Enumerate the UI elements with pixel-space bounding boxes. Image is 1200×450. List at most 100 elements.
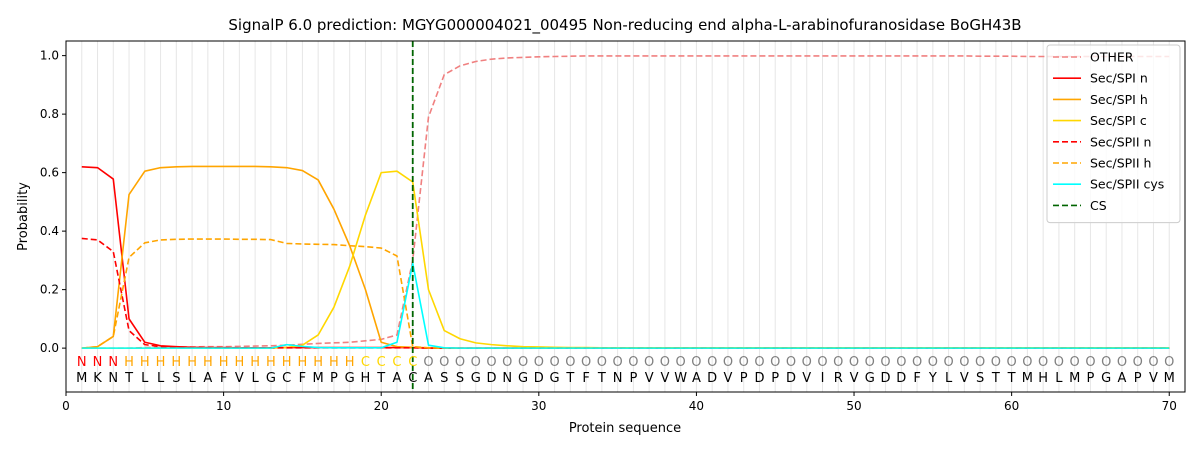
residue-label: P — [1087, 371, 1095, 386]
residue-label: L — [141, 371, 149, 386]
residue-label: K — [93, 371, 102, 386]
residue-label: P — [330, 371, 338, 386]
residue-label: V — [802, 371, 811, 386]
state-label: H — [298, 355, 308, 370]
residue-label: G — [266, 371, 276, 386]
residue-label: T — [597, 371, 606, 386]
series-line-sec-spii-n — [81, 237, 1170, 349]
state-label: O — [534, 355, 544, 370]
residue-label: R — [834, 371, 843, 386]
residue-label: D — [534, 371, 544, 386]
state-label: O — [770, 355, 780, 370]
residue-label: F — [582, 371, 589, 386]
state-label: O — [597, 355, 607, 370]
residue-label: V — [645, 371, 654, 386]
state-label: C — [392, 355, 401, 370]
residue-label: V — [235, 371, 244, 386]
state-label: O — [739, 355, 749, 370]
residue-label: M — [1022, 371, 1033, 386]
y-tick-label: 0.4 — [40, 224, 59, 238]
residue-label: M — [1069, 371, 1080, 386]
residue-label: G — [1101, 371, 1111, 386]
state-label: H — [124, 355, 134, 370]
state-label: H — [345, 355, 355, 370]
legend: OTHER Sec/SPI n Sec/SPI h Sec/SPI c Sec/SPII… — [1046, 44, 1181, 224]
sequence-labels: NMNKNNHTHLHLHSHLHAHFHVHLHGHCHFHMHPHGCHCT… — [76, 355, 1175, 386]
x-tick-label: 70 — [1162, 399, 1177, 413]
state-label: H — [234, 355, 244, 370]
state-label: O — [1054, 355, 1064, 370]
x-axis-label: Protein sequence — [569, 421, 681, 436]
residue-label: L — [157, 371, 165, 386]
residue-label: D — [487, 371, 497, 386]
state-label: O — [896, 355, 906, 370]
state-label: O — [802, 355, 812, 370]
state-label: C — [377, 355, 386, 370]
state-label: O — [1007, 355, 1017, 370]
residue-label: V — [1149, 371, 1158, 386]
state-label: O — [865, 355, 875, 370]
x-tick-label: 40 — [689, 399, 704, 413]
residue-label: L — [1055, 371, 1063, 386]
x-tick-label: 50 — [846, 399, 861, 413]
residue-label: M — [76, 371, 87, 386]
state-label: N — [93, 355, 103, 370]
residue-label: D — [786, 371, 796, 386]
x-tick-label: 10 — [216, 399, 231, 413]
residue-label: P — [1134, 371, 1142, 386]
state-label: O — [1022, 355, 1032, 370]
state-label: O — [439, 355, 449, 370]
state-label: O — [833, 355, 843, 370]
state-label: O — [423, 355, 433, 370]
state-label: H — [219, 355, 229, 370]
residue-label: V — [723, 371, 732, 386]
state-label: H — [171, 355, 181, 370]
series-line-sec-spii-cys — [81, 262, 1170, 349]
state-label: O — [518, 355, 528, 370]
state-label: O — [1101, 355, 1111, 370]
residue-label: L — [252, 371, 260, 386]
plot-frame — [65, 40, 1186, 393]
residue-label: G — [345, 371, 355, 386]
state-label: O — [471, 355, 481, 370]
residue-label: S — [172, 371, 180, 386]
residue-label: N — [108, 371, 118, 386]
residue-label: S — [440, 371, 448, 386]
state-label: O — [502, 355, 512, 370]
state-label: O — [691, 355, 701, 370]
residue-label: C — [408, 371, 417, 386]
state-label: O — [707, 355, 717, 370]
residue-label: T — [124, 371, 133, 386]
residue-label: C — [282, 371, 291, 386]
state-label: O — [660, 355, 670, 370]
state-label: O — [1133, 355, 1143, 370]
state-label: N — [108, 355, 118, 370]
state-label: O — [628, 355, 638, 370]
residue-label: N — [613, 371, 623, 386]
residue-label: M — [1164, 371, 1175, 386]
series-line-sec-spi-h — [81, 165, 1170, 349]
state-label: H — [266, 355, 276, 370]
state-label: H — [313, 355, 323, 370]
residue-label: T — [376, 371, 385, 386]
state-label: O — [817, 355, 827, 370]
y-tick-label: 1.0 — [40, 49, 59, 63]
state-label: O — [959, 355, 969, 370]
residue-label: I — [821, 371, 825, 386]
state-label: O — [676, 355, 686, 370]
y-axis-label: Probability — [16, 182, 31, 251]
legend-label: CS — [1090, 198, 1107, 213]
residue-label: L — [945, 371, 953, 386]
state-label: H — [140, 355, 150, 370]
x-tick-label: 30 — [531, 399, 546, 413]
residue-label: A — [393, 371, 402, 386]
residue-label: T — [565, 371, 574, 386]
residue-label: V — [850, 371, 859, 386]
residue-label: G — [865, 371, 875, 386]
state-label: O — [1148, 355, 1158, 370]
x-tick-label: 0 — [62, 399, 70, 413]
y-tick-label: 0.2 — [40, 283, 59, 297]
residue-label: W — [674, 371, 687, 386]
state-label: O — [1164, 355, 1174, 370]
